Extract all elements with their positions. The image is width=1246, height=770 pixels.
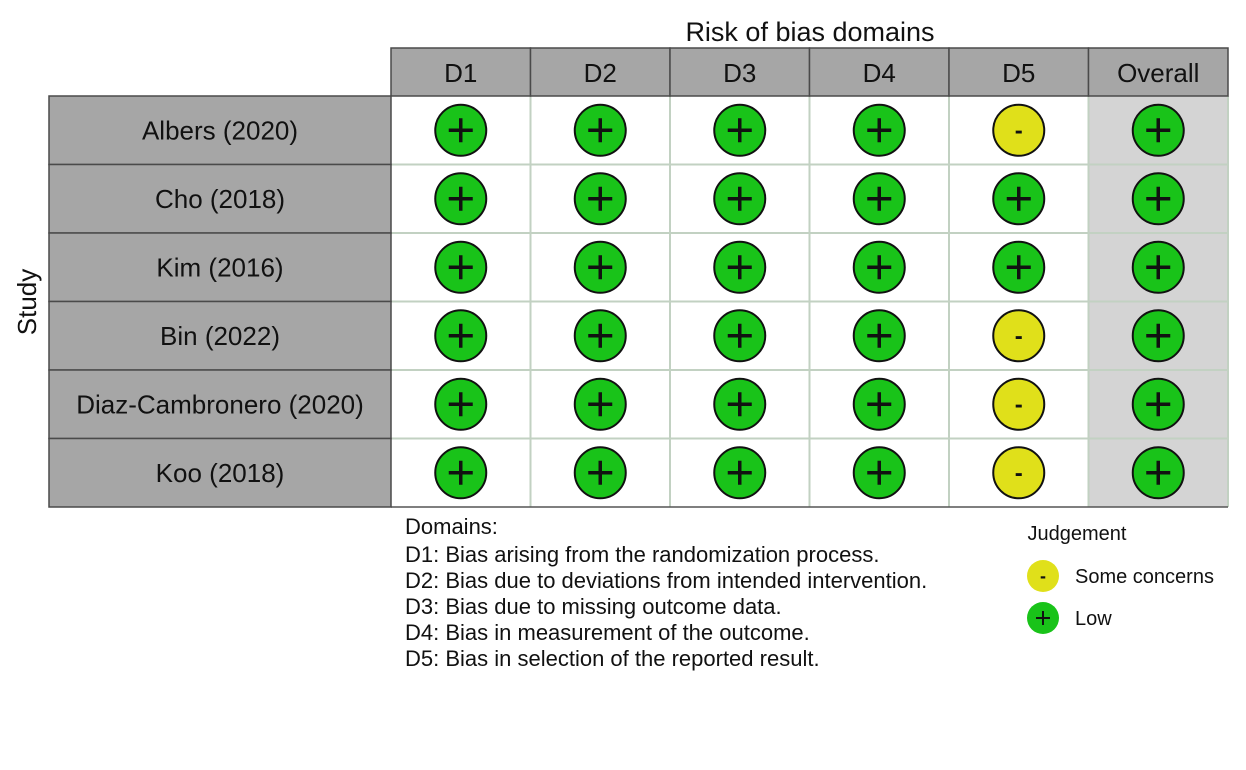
judgement-symbol xyxy=(588,186,613,211)
judgement-symbol xyxy=(867,118,892,143)
judgement-symbol xyxy=(727,392,752,417)
judgement-symbol xyxy=(867,186,892,211)
y-axis-label: Study xyxy=(12,269,42,336)
judgement-symbol: - xyxy=(1015,323,1023,350)
column-header-cell xyxy=(669,47,811,97)
judgement-symbol xyxy=(727,118,752,143)
judgement-some-concerns-marker xyxy=(992,446,1046,500)
judgement-symbol xyxy=(867,255,892,280)
judgement-symbol xyxy=(1146,392,1171,417)
judgement-symbol: - xyxy=(1015,117,1023,144)
column-header-label: D5 xyxy=(1002,58,1035,88)
legend-symbol xyxy=(1036,611,1050,625)
judgement-symbol xyxy=(588,392,613,417)
legend-title: Judgement xyxy=(1028,523,1127,545)
judgement-symbol xyxy=(448,460,473,485)
judgement-symbol xyxy=(448,323,473,348)
judgement-symbol xyxy=(1146,460,1171,485)
study-label: Bin (2022) xyxy=(160,321,280,351)
judgement-symbol: - xyxy=(1015,460,1023,487)
study-label-cell xyxy=(48,437,392,508)
column-header-label: D3 xyxy=(723,58,756,88)
judgement-symbol: - xyxy=(1015,391,1023,418)
column-header-label: D4 xyxy=(863,58,896,88)
domains-heading: Domains: xyxy=(405,514,498,539)
judgement-symbol xyxy=(1146,186,1171,211)
judgement-symbol xyxy=(867,460,892,485)
column-header-cell xyxy=(808,47,950,97)
study-label: Cho (2018) xyxy=(155,184,285,214)
judgement-symbol xyxy=(727,255,752,280)
legend-marker xyxy=(1027,560,1059,592)
judgement-symbol xyxy=(588,118,613,143)
judgement-symbol xyxy=(727,323,752,348)
chart-title: Risk of bias domains xyxy=(685,17,934,47)
study-label-cell xyxy=(48,369,392,440)
judgement-symbol xyxy=(1146,255,1171,280)
study-label-cell xyxy=(48,95,392,166)
judgement-some-concerns-marker xyxy=(992,309,1046,363)
column-header-label: D2 xyxy=(584,58,617,88)
judgement-symbol xyxy=(1006,255,1031,280)
judgement-symbol xyxy=(588,255,613,280)
judgement-symbol xyxy=(727,460,752,485)
column-header-label: Overall xyxy=(1117,58,1199,88)
study-label: Kim (2016) xyxy=(156,252,283,282)
judgement-symbol xyxy=(588,323,613,348)
column-header-cell xyxy=(948,47,1090,97)
study-label-cell xyxy=(48,232,392,303)
study-label: Albers (2020) xyxy=(142,115,298,145)
domain-description: D1: Bias arising from the randomization … xyxy=(405,542,879,567)
study-label: Diaz-Cambronero (2020) xyxy=(76,389,364,419)
column-header-cell xyxy=(1087,47,1229,97)
judgement-symbol xyxy=(448,186,473,211)
judgement-some-concerns-marker xyxy=(992,103,1046,157)
judgement-symbol xyxy=(1146,118,1171,143)
domain-description: D2: Bias due to deviations from intended… xyxy=(405,568,927,593)
judgement-symbol xyxy=(727,186,752,211)
legend-label: Low xyxy=(1075,608,1112,630)
judgement-symbol xyxy=(867,392,892,417)
judgement-some-concerns-marker xyxy=(992,377,1046,431)
judgement-symbol xyxy=(867,323,892,348)
domain-description: D5: Bias in selection of the reported re… xyxy=(405,646,820,671)
legend-label: Some concerns xyxy=(1075,566,1214,588)
domain-description: D3: Bias due to missing outcome data. xyxy=(405,594,782,619)
judgement-symbol xyxy=(448,255,473,280)
judgement-symbol xyxy=(588,460,613,485)
legend-symbol: - xyxy=(1040,566,1046,586)
study-label: Koo (2018) xyxy=(156,458,285,488)
domain-description: D4: Bias in measurement of the outcome. xyxy=(405,620,810,645)
judgement-symbol xyxy=(448,118,473,143)
judgement-symbol xyxy=(448,392,473,417)
judgement-symbol xyxy=(1006,186,1031,211)
judgement-symbol xyxy=(1146,323,1171,348)
column-header-label: D1 xyxy=(444,58,477,88)
study-label-cell xyxy=(48,163,392,234)
